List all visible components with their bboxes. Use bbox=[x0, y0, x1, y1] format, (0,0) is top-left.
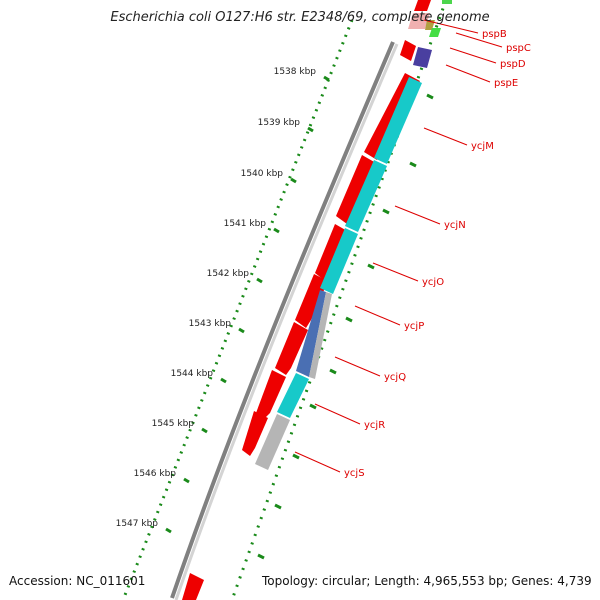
feature-pspC-pink bbox=[408, 13, 430, 29]
gene-callout-line bbox=[314, 403, 361, 425]
feature-pspD-green bbox=[429, 28, 441, 37]
gene-callout-line bbox=[334, 356, 381, 377]
gene-label-ycjP: ycjP bbox=[404, 321, 424, 332]
gene-label-ycjS: ycjS bbox=[344, 468, 365, 479]
gene-callout-line bbox=[394, 205, 441, 225]
inner-ring-tick bbox=[426, 93, 434, 100]
gene-label-ycjN: ycjN bbox=[444, 220, 466, 231]
inner-ring-tick bbox=[292, 453, 300, 460]
cds-ycjQ bbox=[275, 322, 308, 375]
inner-ring-tick bbox=[345, 316, 353, 323]
ruler-tick bbox=[273, 227, 280, 234]
gene-label-ycjO: ycjO bbox=[422, 277, 444, 288]
green-feature-top bbox=[442, 0, 452, 4]
gene-label-ycjM: ycjM bbox=[471, 141, 494, 152]
cds-ycjN bbox=[336, 155, 376, 224]
gene-callout-line bbox=[449, 47, 497, 64]
gene-callout-line bbox=[423, 127, 468, 146]
ruler-tick-label: 1540 kbp bbox=[241, 169, 284, 179]
cyan-block-ycjQ bbox=[277, 373, 309, 418]
ruler-tick-label: 1544 kbp bbox=[171, 369, 214, 379]
gene-label-pspD: pspD bbox=[500, 59, 526, 70]
ruler-tick bbox=[290, 177, 297, 184]
gene-callout-line bbox=[445, 64, 491, 83]
ruler-tick bbox=[323, 75, 330, 82]
ruler-tick bbox=[256, 277, 263, 284]
ruler-tick-label: 1543 kbp bbox=[189, 319, 232, 329]
feature-pspD-red bbox=[400, 40, 416, 61]
gene-callout-line bbox=[354, 305, 401, 326]
cds-ycjO bbox=[315, 224, 349, 280]
accession-text: Accession: NC_011601 bbox=[9, 574, 146, 588]
gene-callout-line bbox=[455, 32, 503, 48]
gray-block-ycjP bbox=[309, 292, 332, 379]
topology-summary: Topology: circular; Length: 4,965,553 bp… bbox=[262, 574, 592, 588]
ruler-tick bbox=[165, 527, 172, 534]
ruler-tick-label: 1538 kbp bbox=[274, 67, 317, 77]
gray-block-ycjS bbox=[255, 414, 290, 470]
backbone-dark bbox=[170, 41, 395, 599]
ruler-tick bbox=[201, 427, 208, 434]
ruler-tick bbox=[183, 477, 190, 484]
gene-label-pspC: pspC bbox=[506, 43, 531, 54]
gene-label-pspB: pspB bbox=[482, 29, 507, 40]
gene-labels: pspB pspC pspD pspE ycjM ycjN ycjO ycjP ycjQ ycjR… bbox=[294, 19, 531, 479]
ruler-tick-label: 1547 kbp bbox=[116, 519, 159, 529]
ruler-tick-label: 1542 kbp bbox=[207, 269, 250, 279]
ruler-tick-label: 1545 kbp bbox=[152, 419, 195, 429]
inner-ring-tick bbox=[382, 208, 390, 215]
feature-pspB bbox=[414, 0, 431, 11]
cds-ycjP bbox=[295, 274, 328, 328]
cds-ycjR bbox=[256, 370, 286, 419]
genome-title: Escherichia coli O127:H6 str. E2348/69, … bbox=[110, 10, 490, 25]
inner-ring-tick bbox=[274, 503, 282, 510]
gene-label-ycjQ: ycjQ bbox=[384, 372, 406, 383]
ruler-tick bbox=[307, 126, 314, 133]
gene-label-pspE: pspE bbox=[494, 78, 518, 89]
cyan-block-ycjO bbox=[320, 228, 358, 294]
ruler-tick-label: 1546 kbp bbox=[134, 469, 177, 479]
ruler-tick-label: 1539 kbp bbox=[258, 118, 301, 128]
inner-ring-tick bbox=[257, 553, 265, 560]
ruler-tick-label: 1541 kbp bbox=[224, 219, 267, 229]
cds-ycjS bbox=[242, 411, 268, 456]
gene-callout-line bbox=[423, 19, 479, 34]
gene-callout-line bbox=[294, 451, 341, 473]
inner-ring-tick bbox=[309, 403, 317, 410]
blue-block-ycjP bbox=[296, 290, 326, 377]
ruler-ticks: 1538 kbp 1539 kbp 1540 kbp 1541 kbp 1542 kbp… bbox=[116, 67, 434, 560]
feature-pspE bbox=[413, 47, 432, 68]
inner-ring-tick bbox=[329, 368, 337, 375]
ruler-tick bbox=[220, 377, 227, 384]
cds-bottom-fragment bbox=[182, 573, 204, 600]
cyan-block-ycjN bbox=[345, 160, 387, 232]
ruler-tick bbox=[238, 327, 245, 334]
inner-ring-tick bbox=[409, 161, 417, 168]
inner-ring-tick bbox=[367, 263, 375, 270]
backbone-light bbox=[174, 43, 399, 600]
gene-callout-line bbox=[372, 262, 419, 282]
cyan-block-ycjM bbox=[374, 77, 422, 164]
gene-label-ycjR: ycjR bbox=[364, 420, 385, 431]
